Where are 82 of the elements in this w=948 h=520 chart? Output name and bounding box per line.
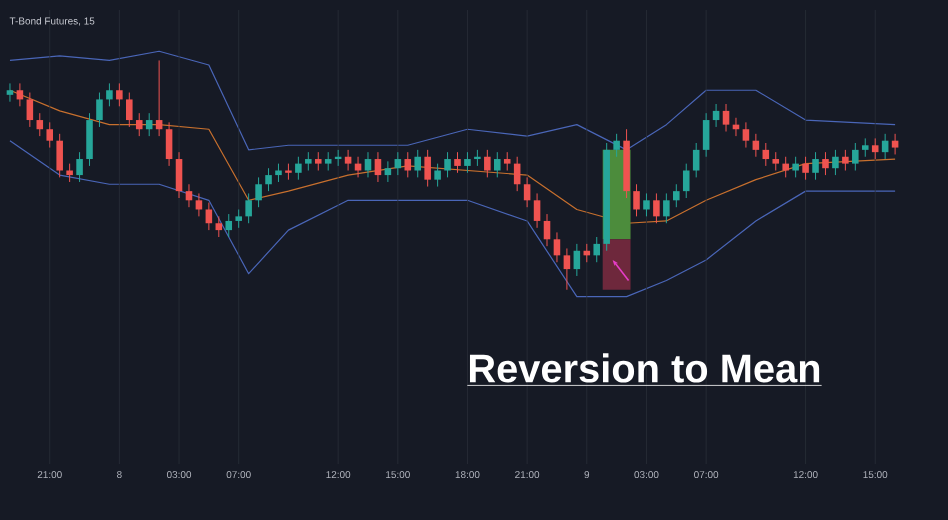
candlestick (6, 82, 14, 103)
candlestick (384, 160, 392, 183)
candlestick (832, 149, 839, 176)
candlestick (106, 82, 113, 107)
candlestick (255, 176, 262, 208)
candlestick (444, 151, 451, 178)
candlestick (772, 151, 780, 171)
candlestick (414, 149, 421, 178)
candlestick (464, 151, 471, 174)
candlestick (692, 142, 700, 178)
candlestick (155, 59, 163, 137)
candlestick (354, 156, 362, 178)
candlestick (295, 156, 302, 181)
candlestick (185, 183, 193, 208)
candlestick (86, 112, 93, 167)
candlestick (891, 133, 899, 155)
candlestick (404, 151, 412, 178)
candlestick (374, 151, 382, 183)
candlestick (673, 183, 680, 208)
candlestick (205, 202, 213, 231)
candlestick (364, 151, 372, 178)
candlestick (573, 243, 581, 277)
candlestick (275, 163, 282, 183)
candlestick (16, 82, 24, 107)
candlestick (543, 213, 551, 247)
candlestick (633, 183, 640, 217)
candlestick (175, 151, 183, 199)
candlestick (305, 151, 312, 171)
candlestick (56, 133, 63, 178)
candlestick (861, 137, 869, 158)
candlestick (434, 163, 441, 188)
candlestick (812, 151, 819, 181)
candlestick (523, 176, 531, 208)
candlestick (762, 142, 770, 167)
candlestick (96, 92, 103, 128)
candlestick (454, 151, 461, 174)
candlestick (613, 133, 620, 158)
candlestick (852, 142, 859, 171)
candlestick (742, 121, 750, 149)
candlestick (533, 192, 541, 229)
candlestick (424, 149, 431, 188)
candlestick (822, 151, 829, 176)
candlestick (46, 121, 54, 149)
candlestick (265, 167, 272, 192)
candlestick (26, 92, 34, 128)
candlestick (36, 112, 44, 137)
candlestick (215, 215, 223, 238)
candlestick (135, 112, 143, 137)
candlestick (344, 149, 352, 171)
candlestick (235, 208, 242, 229)
candlestick (324, 151, 332, 171)
candlestick (643, 192, 650, 217)
candlestick (792, 156, 799, 178)
candlestick (484, 149, 491, 178)
candlestick (682, 163, 690, 199)
candlestick (871, 137, 879, 160)
candlestick (116, 82, 123, 107)
candlestick (76, 151, 83, 183)
candlestick (503, 151, 511, 171)
candlestick (394, 151, 402, 176)
candlestick (663, 192, 670, 224)
candlestick (553, 231, 561, 263)
candlestick (752, 133, 760, 158)
candlestick (802, 156, 809, 181)
candlestick (66, 163, 73, 183)
candlestick (314, 151, 322, 171)
candlestick (165, 121, 173, 167)
candlestick (593, 236, 601, 263)
candlestick (126, 92, 133, 128)
candlestick (842, 149, 849, 171)
candlestick (722, 103, 730, 133)
candlestick (702, 112, 710, 158)
candlestick (782, 156, 789, 178)
candlestick (145, 112, 153, 137)
candlestick (712, 103, 720, 128)
candlestick (563, 247, 571, 291)
candlestick (653, 192, 660, 224)
candlestick (494, 151, 501, 178)
candlestick (225, 213, 233, 238)
candlestick (195, 192, 203, 217)
candlestick (245, 192, 252, 224)
text: Reversion to Mean (469, 353, 820, 383)
